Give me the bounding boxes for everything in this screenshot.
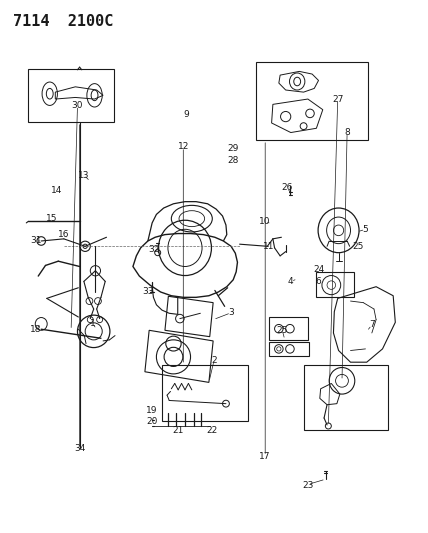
Text: 2: 2: [211, 356, 217, 365]
Text: 33: 33: [142, 287, 154, 296]
Text: 18: 18: [30, 325, 42, 334]
Text: 24: 24: [313, 265, 324, 273]
Text: 9: 9: [183, 110, 189, 119]
Text: 25: 25: [276, 326, 288, 335]
Text: 32: 32: [149, 245, 160, 254]
Text: 28: 28: [228, 156, 239, 165]
Text: 25: 25: [353, 242, 364, 251]
Text: 15: 15: [46, 214, 58, 223]
Text: 6: 6: [315, 277, 321, 286]
Text: 21: 21: [172, 426, 184, 435]
Text: 13: 13: [78, 171, 89, 180]
Text: 23: 23: [302, 481, 314, 490]
Text: 7: 7: [369, 320, 375, 329]
Text: 7114  2100C: 7114 2100C: [14, 14, 114, 29]
Text: 31: 31: [30, 237, 42, 246]
Text: 34: 34: [74, 444, 85, 453]
Text: 29: 29: [228, 144, 239, 153]
Text: 19: 19: [146, 406, 158, 415]
Text: 27: 27: [332, 94, 343, 103]
Text: 8: 8: [344, 128, 350, 137]
Text: 11: 11: [263, 242, 274, 251]
Text: 22: 22: [206, 426, 217, 435]
Text: 14: 14: [51, 186, 62, 195]
Text: 4: 4: [288, 277, 294, 286]
Text: 1: 1: [89, 319, 95, 328]
Text: 26: 26: [282, 183, 293, 192]
Text: 5: 5: [363, 225, 369, 234]
Text: 16: 16: [58, 230, 70, 239]
Text: 3: 3: [228, 308, 234, 317]
Text: 17: 17: [259, 452, 271, 461]
Text: 30: 30: [72, 101, 83, 110]
Text: 20: 20: [146, 417, 158, 426]
Text: 12: 12: [178, 142, 189, 151]
Text: 10: 10: [259, 217, 271, 226]
